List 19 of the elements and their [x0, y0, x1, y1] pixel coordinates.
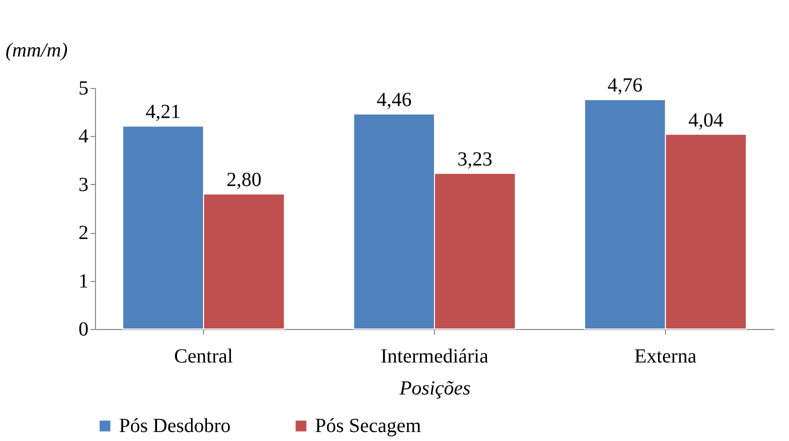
data-label: 3,23: [457, 148, 492, 170]
y-tick-label: 1: [78, 270, 88, 292]
data-label: 4,21: [146, 101, 181, 124]
y-tick-label: 5: [78, 78, 88, 100]
legend-label: Pós Secagem: [315, 415, 422, 437]
y-axis-title: (mm/m): [6, 40, 68, 62]
y-tick-label: 3: [78, 174, 88, 196]
data-label: 4,76: [608, 74, 643, 97]
y-tick-label: 0: [78, 318, 88, 340]
data-label: 4,46: [376, 89, 412, 112]
x-tick-label: Central: [174, 346, 234, 368]
data-label: 2,80: [226, 169, 262, 192]
x-tick-label: Externa: [634, 346, 697, 368]
x-tick-label: Intermediária: [380, 346, 488, 368]
data-label: 4,04: [688, 109, 724, 132]
y-tick-label: 2: [78, 222, 88, 244]
legend-label: Pós Desdobro: [119, 415, 231, 437]
y-tick-label: 4: [78, 126, 88, 148]
x-axis-title: Posições: [398, 378, 471, 400]
